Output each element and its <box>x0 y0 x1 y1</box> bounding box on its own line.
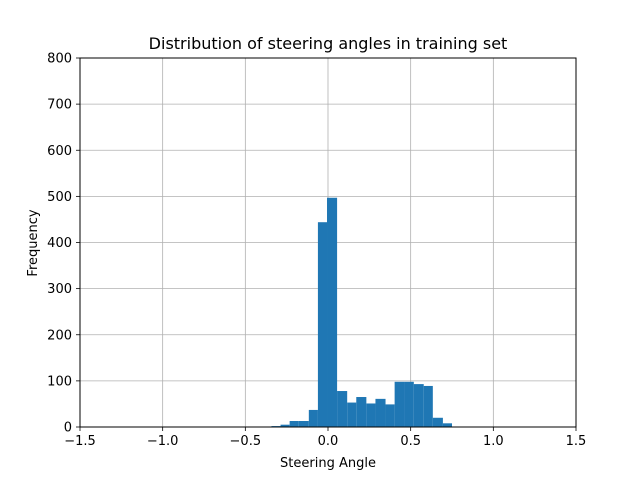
histogram-bar-4 <box>308 409 318 427</box>
histogram-bars <box>271 197 452 427</box>
y-tick-label: 400 <box>47 236 72 251</box>
histogram-bar-12 <box>385 404 395 427</box>
histogram-bar-15 <box>413 384 424 427</box>
y-tick-label: 0 <box>64 421 72 436</box>
y-axis-title: Frequency <box>26 209 41 276</box>
histogram-bar-17 <box>432 417 443 427</box>
histogram-bar-5 <box>317 222 328 427</box>
chart-title: Distribution of steering angles in train… <box>149 34 508 53</box>
histogram-bar-18 <box>442 423 452 427</box>
histogram-bar-10 <box>366 403 376 427</box>
histogram-bar-13 <box>394 381 405 427</box>
grid-lines <box>79 57 577 428</box>
histogram-bar-8 <box>347 402 357 427</box>
x-tick-label: 0.5 <box>400 434 421 449</box>
x-tick-label: −0.5 <box>230 434 262 449</box>
histogram-bar-9 <box>356 397 367 427</box>
histogram-bar-7 <box>337 391 348 427</box>
x-axis-ticks: −1.5 −1.0 −0.5 0.0 0.5 1.0 1.5 <box>64 427 586 449</box>
y-tick-label: 500 <box>47 190 72 205</box>
y-tick-label: 800 <box>47 52 72 67</box>
y-tick-label: 700 <box>47 98 72 113</box>
y-axis-ticks: 0 100 200 300 400 500 600 700 800 <box>47 52 80 436</box>
histogram-bar-6 <box>327 197 338 427</box>
y-tick-label: 600 <box>47 144 72 159</box>
x-tick-label: 1.0 <box>483 434 504 449</box>
histogram-bar-3 <box>298 421 309 427</box>
histogram-bar-2 <box>289 421 299 427</box>
histogram-bar-16 <box>423 385 433 427</box>
x-tick-label: −1.5 <box>64 434 96 449</box>
histogram-bar-11 <box>375 398 386 427</box>
x-axis-title: Steering Angle <box>280 456 376 471</box>
histogram-bar-14 <box>404 381 414 427</box>
y-tick-label: 200 <box>47 328 72 343</box>
y-tick-label: 300 <box>47 282 72 297</box>
x-tick-label: 1.5 <box>566 434 587 449</box>
x-tick-label: −1.0 <box>147 434 179 449</box>
x-tick-label: 0.0 <box>318 434 339 449</box>
histogram-bar-1 <box>280 424 290 427</box>
y-tick-label: 100 <box>47 374 72 389</box>
